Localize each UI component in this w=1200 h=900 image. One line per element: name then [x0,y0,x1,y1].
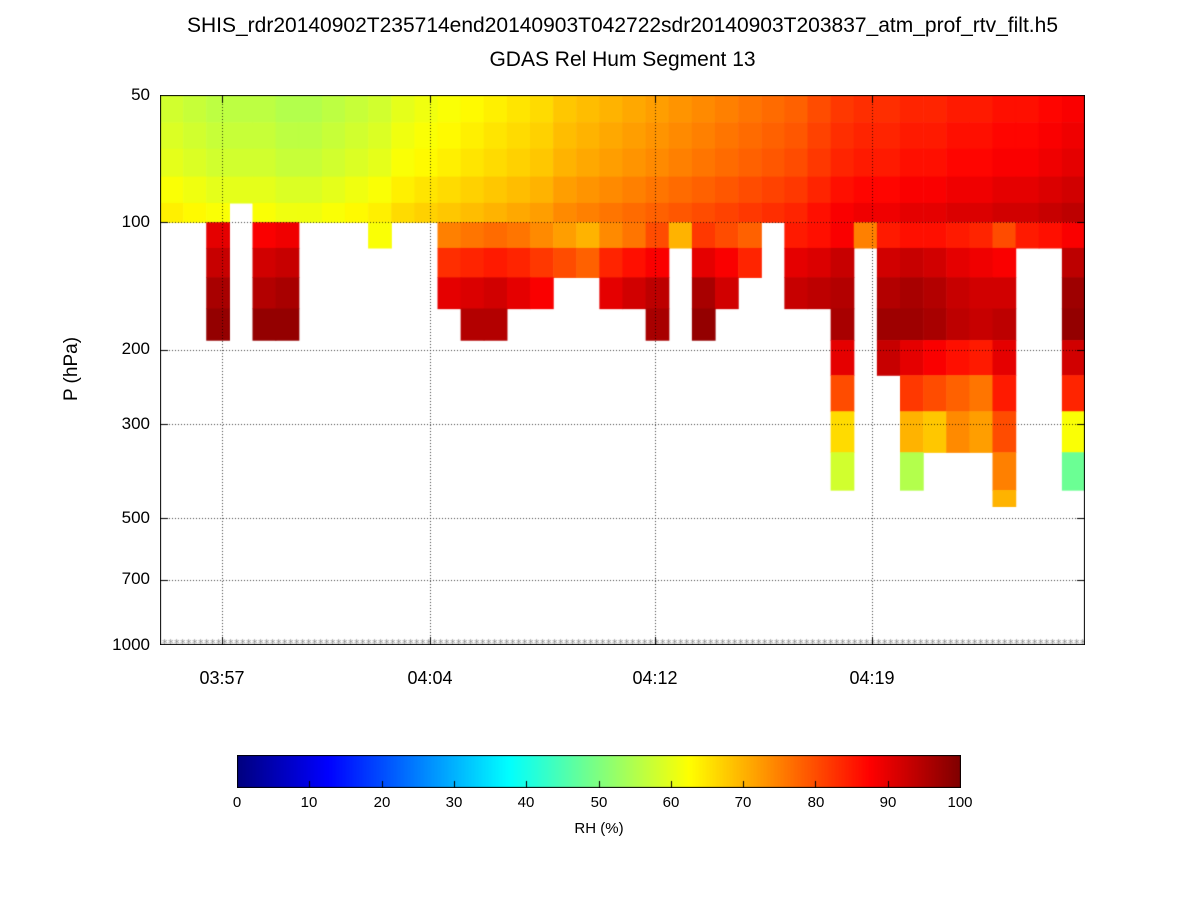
colorbar-tick-label: 30 [445,794,463,811]
y-axis-label: P (hPa) [61,336,82,402]
colorbar-axis-label: RH (%) [574,820,624,837]
colorbar-tick-label: 40 [517,794,535,811]
colorbar-tick-label: 90 [879,794,897,811]
y-tick-label: 100 [121,212,150,231]
colorbar-tick-label: 10 [300,794,318,811]
y-tick-label: 500 [121,508,150,527]
colorbar-tick-label: 60 [662,794,680,811]
y-tick-label: 700 [121,569,150,588]
colorbar-tick-label: 70 [734,794,752,811]
y-tick-label: 50 [131,85,150,104]
y-tick-label: 200 [121,339,150,358]
colorbar [237,755,961,788]
colorbar-tick-label: 50 [590,794,608,811]
colorbar-tick-label: 0 [232,794,242,811]
y-tick-label: 1000 [112,635,150,654]
figure-title-subtitle: GDAS Rel Hum Segment 13 [489,48,756,71]
colorbar-tick-label: 80 [807,794,825,811]
x-tick-label: 04:12 [632,668,678,688]
x-tick-label: 03:57 [199,668,245,688]
heatmap-plot-canvas [160,95,1085,645]
y-tick-label: 300 [121,414,150,433]
colorbar-tick-label: 100 [947,794,973,811]
colorbar-tick-label: 20 [373,794,391,811]
x-tick-label: 04:04 [407,668,453,688]
figure-title-filename: SHIS_rdr20140902T235714end20140903T04272… [186,14,1058,37]
x-tick-label: 04:19 [849,668,895,688]
